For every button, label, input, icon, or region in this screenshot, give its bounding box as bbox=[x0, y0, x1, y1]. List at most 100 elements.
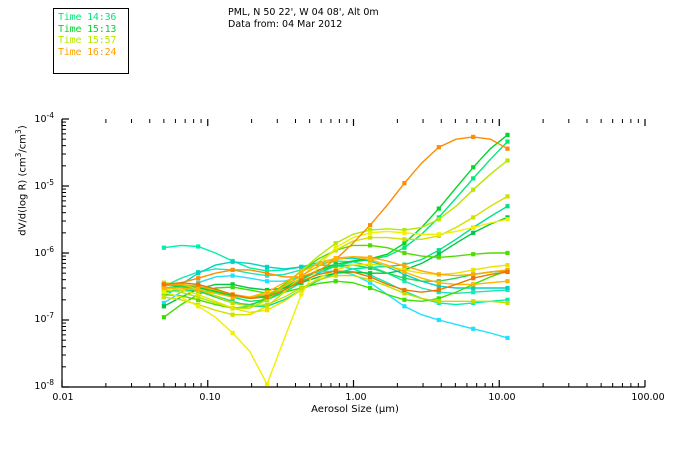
series-marker-13 bbox=[196, 304, 201, 309]
series-marker-16 bbox=[196, 276, 201, 281]
series-marker-8 bbox=[161, 315, 166, 320]
series-marker-11 bbox=[333, 241, 338, 246]
series-marker-13 bbox=[505, 217, 510, 222]
series-marker-18 bbox=[299, 269, 304, 275]
series-marker-6 bbox=[436, 206, 441, 211]
series-marker-4 bbox=[471, 285, 476, 291]
series-marker-5 bbox=[368, 280, 373, 285]
series-marker-6 bbox=[402, 241, 407, 246]
series-marker-16 bbox=[402, 181, 407, 186]
series-marker-18 bbox=[505, 279, 510, 284]
series-marker-5 bbox=[264, 279, 270, 284]
series-marker-10 bbox=[402, 276, 407, 281]
series-marker-2 bbox=[161, 245, 166, 250]
series-marker-14 bbox=[230, 306, 235, 311]
y-tick-label-4: 10-8 bbox=[34, 377, 54, 392]
series-marker-18 bbox=[402, 269, 407, 275]
series-marker-14 bbox=[505, 263, 510, 268]
series-marker-11 bbox=[264, 297, 270, 302]
series-marker-15 bbox=[264, 302, 270, 307]
series-marker-19 bbox=[333, 268, 338, 273]
series-marker-3 bbox=[264, 273, 270, 278]
series-marker-15 bbox=[436, 299, 441, 304]
series-marker-15 bbox=[471, 299, 476, 304]
series-marker-8 bbox=[402, 297, 407, 302]
series-marker-4 bbox=[505, 285, 510, 291]
y-tick-label-3: 10-7 bbox=[34, 310, 54, 325]
chart-title-line-2: Data from: 04 Mar 2012 bbox=[228, 19, 343, 30]
legend-item-0: Time 14:36 bbox=[58, 12, 117, 23]
series-marker-19 bbox=[299, 279, 304, 284]
series-marker-16 bbox=[505, 146, 510, 151]
series-line-11 bbox=[163, 159, 508, 309]
series-marker-8 bbox=[436, 296, 441, 301]
series-marker-16 bbox=[264, 271, 270, 276]
y-tick-label-0: 10-4 bbox=[34, 110, 54, 125]
series-marker-13 bbox=[299, 292, 304, 297]
series-marker-7 bbox=[264, 287, 270, 293]
series-marker-9 bbox=[436, 255, 441, 260]
series-marker-3 bbox=[471, 290, 476, 295]
legend-box: Time 14:36 Time 15:13 Time 15:57 Time 16… bbox=[53, 8, 129, 74]
series-marker-3 bbox=[436, 290, 441, 295]
series-marker-13 bbox=[368, 230, 373, 235]
series-marker-16 bbox=[436, 145, 441, 150]
series-marker-3 bbox=[402, 279, 407, 284]
series-marker-1 bbox=[505, 204, 510, 209]
series-marker-8 bbox=[230, 285, 235, 290]
series-marker-10 bbox=[333, 263, 338, 269]
series-marker-11 bbox=[505, 158, 510, 163]
series-marker-15 bbox=[402, 291, 407, 296]
series-marker-18 bbox=[264, 290, 270, 295]
legend-item-1: Time 15:13 bbox=[58, 23, 117, 35]
series-marker-14 bbox=[264, 308, 270, 313]
series-marker-2 bbox=[196, 244, 201, 249]
series-marker-12 bbox=[368, 235, 373, 240]
series-marker-8 bbox=[333, 279, 338, 284]
series-marker-16 bbox=[471, 134, 476, 139]
x-tick-label-4: 100.00 bbox=[631, 392, 665, 403]
series-marker-19 bbox=[230, 292, 235, 297]
series-marker-12 bbox=[505, 194, 510, 199]
series-marker-11 bbox=[436, 217, 441, 222]
series-marker-6 bbox=[471, 165, 476, 170]
series-marker-16 bbox=[368, 223, 373, 228]
series-marker-9 bbox=[505, 250, 510, 256]
series-marker-13 bbox=[264, 382, 270, 387]
series-marker-9 bbox=[402, 250, 407, 256]
series-marker-16 bbox=[230, 267, 235, 272]
series-marker-13 bbox=[230, 330, 235, 336]
series-marker-19 bbox=[471, 276, 476, 281]
series-marker-14 bbox=[471, 267, 476, 272]
series-marker-4 bbox=[196, 271, 201, 276]
series-marker-15 bbox=[230, 300, 235, 305]
series-marker-19 bbox=[368, 274, 373, 279]
x-tick-label-3: 10.00 bbox=[488, 392, 516, 403]
series-marker-18 bbox=[333, 256, 338, 261]
series-marker-19 bbox=[196, 282, 201, 287]
x-axis-label: Aerosol Size (μm) bbox=[311, 404, 399, 415]
series-marker-11 bbox=[196, 295, 201, 300]
series-marker-14 bbox=[368, 262, 373, 267]
series-marker-4 bbox=[436, 284, 441, 289]
series-marker-4 bbox=[264, 264, 270, 269]
series-marker-19 bbox=[161, 282, 166, 287]
x-tick-label-2: 1.00 bbox=[345, 392, 367, 403]
series-marker-17 bbox=[264, 292, 270, 297]
series-marker-11 bbox=[368, 228, 373, 233]
series-marker-18 bbox=[368, 257, 373, 262]
series-marker-18 bbox=[196, 287, 201, 293]
series-marker-4 bbox=[299, 264, 304, 269]
series-marker-14 bbox=[196, 292, 201, 297]
series-marker-18 bbox=[471, 282, 476, 287]
series-marker-5 bbox=[161, 300, 166, 305]
series-marker-5 bbox=[230, 273, 235, 278]
series-marker-8 bbox=[368, 285, 373, 291]
series-marker-12 bbox=[402, 237, 407, 242]
series-marker-4 bbox=[402, 272, 407, 277]
series-marker-15 bbox=[368, 277, 373, 282]
series-marker-18 bbox=[230, 295, 235, 300]
series-marker-5 bbox=[471, 326, 476, 331]
